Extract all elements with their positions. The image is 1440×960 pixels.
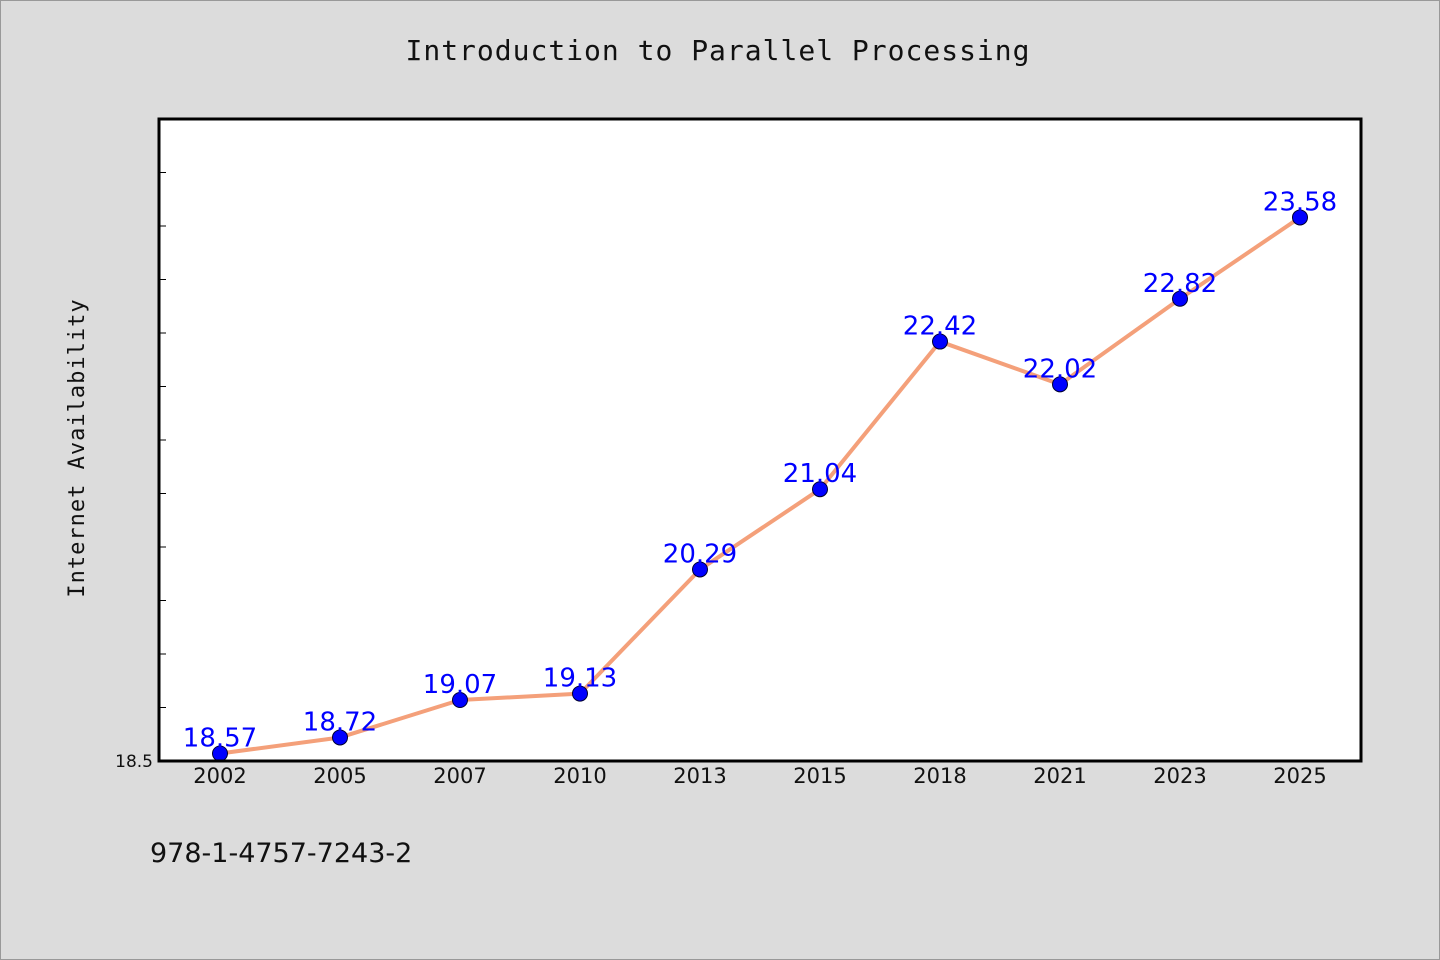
data-point-marker bbox=[572, 685, 588, 702]
data-point-marker bbox=[1052, 376, 1068, 393]
x-tick-label: 2018 bbox=[913, 764, 966, 788]
x-axis-tick-labels: 2002 2005 2007 2010 2013 2015 2018 2021 2023 2025 bbox=[193, 764, 1326, 788]
data-label: 18.72 bbox=[303, 707, 377, 737]
data-point-marker bbox=[452, 692, 468, 709]
x-tick-label: 2007 bbox=[433, 764, 486, 788]
data-label: 23.58 bbox=[1263, 187, 1337, 217]
series-line bbox=[218, 215, 1302, 756]
x-tick-label: 2023 bbox=[1153, 764, 1206, 788]
data-label: 22.02 bbox=[1023, 354, 1097, 384]
data-point-marker bbox=[812, 481, 828, 498]
plot-frame bbox=[157, 117, 1363, 763]
data-point-marker bbox=[1292, 209, 1308, 226]
data-label: 19.13 bbox=[543, 664, 617, 694]
plot-area bbox=[159, 119, 1361, 761]
x-tick-label: 2010 bbox=[553, 764, 606, 788]
y-axis-tick-labels: 18.5 bbox=[115, 752, 153, 772]
data-point-marker bbox=[332, 729, 348, 746]
data-label: 18.57 bbox=[183, 724, 257, 754]
y-tick-label: 18.5 bbox=[115, 752, 153, 772]
data-markers bbox=[212, 209, 1308, 762]
x-tick-label: 2021 bbox=[1033, 764, 1086, 788]
x-tick-label: 2013 bbox=[673, 764, 726, 788]
x-tick-label: 2025 bbox=[1273, 764, 1326, 788]
footer-isbn: 978-1-4757-7243-2 bbox=[150, 838, 412, 869]
data-point-marker bbox=[932, 333, 948, 350]
x-tick-label: 2002 bbox=[193, 764, 246, 788]
data-label: 20.29 bbox=[663, 539, 737, 569]
x-tick-label: 2015 bbox=[793, 764, 846, 788]
data-label: 22.82 bbox=[1143, 269, 1217, 299]
data-label: 22.42 bbox=[903, 312, 977, 342]
y-axis-label: Internet Availability bbox=[65, 298, 90, 597]
data-label: 21.04 bbox=[783, 459, 857, 489]
x-tick-label: 2005 bbox=[313, 764, 366, 788]
data-point-marker bbox=[692, 561, 708, 578]
data-point-marker bbox=[1172, 290, 1188, 307]
chart-title: Introduction to Parallel Processing bbox=[405, 34, 1030, 67]
data-label: 19.07 bbox=[423, 670, 497, 700]
data-labels: 18.57 18.72 19.07 19.13 20.29 21.04 22.42 22.02… bbox=[183, 187, 1337, 753]
series-line-layer bbox=[218, 215, 1302, 756]
